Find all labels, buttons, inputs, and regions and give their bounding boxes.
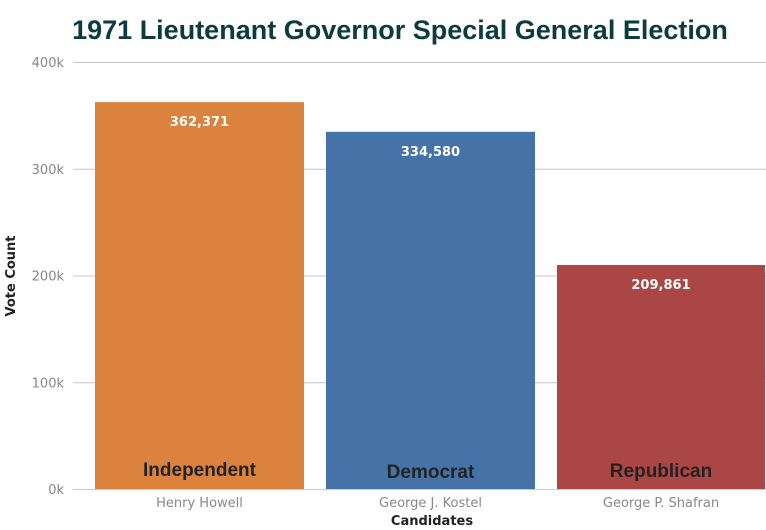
data-label: 334,580 [401,145,460,160]
y-axis-label: Vote Count [4,235,19,316]
bar-george-p-shafran[interactable] [557,264,765,489]
party-annotation: Republican [610,461,712,482]
x-axis-label: Candidates [391,514,473,529]
y-tick-label: 300k [32,163,65,178]
party-annotation: Independent [143,460,257,481]
y-tick-label: 200k [32,270,65,285]
party-annotation: Democrat [387,462,475,483]
y-tick-label: 100k [32,376,65,391]
data-label: 362,371 [170,115,229,130]
y-tick-label: 400k [32,56,65,71]
chart-title: 1971 Lieutenant Governor Special General… [72,15,728,45]
bar-henry-howell[interactable] [95,102,304,490]
x-tick-label: George P. Shafran [603,496,719,511]
bar-george-j-kostel[interactable] [326,131,535,489]
data-label: 209,861 [631,278,690,293]
y-tick-label: 0k [48,483,64,498]
x-tick-label: Henry Howell [156,496,243,511]
x-tick-label: George J. Kostel [379,496,482,511]
